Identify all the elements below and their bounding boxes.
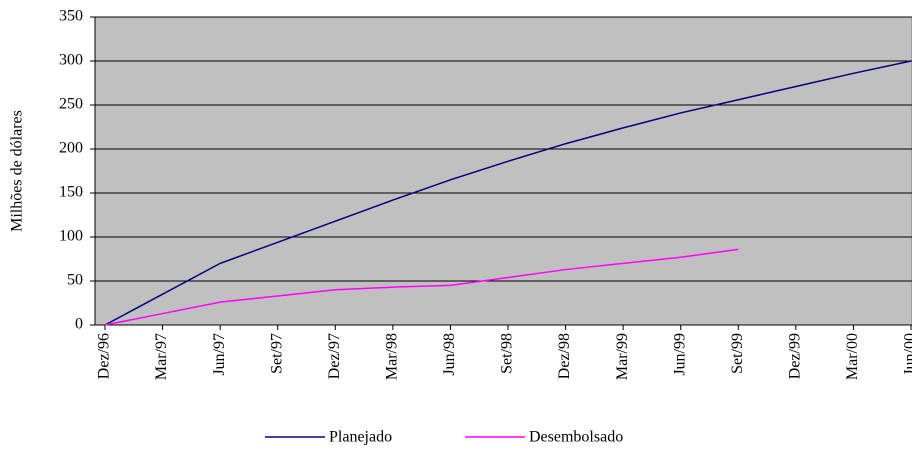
plot-area: [94, 16, 912, 326]
x-tick-label: Jun/97: [211, 333, 228, 376]
y-axis-label: Milhões de dólares: [9, 110, 26, 232]
x-tick-label: Jun/00: [902, 333, 912, 376]
x-tick-label: Dez/96: [96, 333, 113, 379]
x-tick-label: Set/99: [729, 333, 746, 374]
x-tick-label: Set/97: [268, 333, 285, 374]
x-tick-label: Mar/97: [153, 333, 170, 380]
x-tick-label: Mar/98: [384, 333, 401, 380]
x-tick-label: Jun/99: [671, 333, 688, 376]
legend-label: Desembolsado: [529, 429, 623, 446]
x-tick-label: Jun/98: [441, 333, 458, 376]
y-tick-label: 250: [59, 96, 83, 113]
x-tick-label: Mar/99: [614, 333, 631, 380]
x-tick-label: Mar/00: [844, 333, 861, 380]
y-tick-label: 150: [59, 184, 83, 201]
series-line: [104, 248, 739, 326]
series-line: [104, 60, 912, 326]
legend-label: Planejado: [329, 429, 392, 446]
y-tick-label: 350: [59, 8, 83, 25]
y-tick-label: 300: [59, 52, 83, 69]
x-tick-label: Set/98: [499, 333, 516, 374]
x-tick-label: Dez/99: [787, 333, 804, 379]
y-tick-label: 200: [59, 140, 83, 157]
y-tick-label: 0: [75, 316, 83, 333]
y-tick-label: 100: [59, 228, 83, 245]
x-tick-label: Dez/97: [326, 333, 343, 379]
y-tick-label: 50: [67, 272, 83, 289]
x-tick-label: Dez/98: [556, 333, 573, 379]
